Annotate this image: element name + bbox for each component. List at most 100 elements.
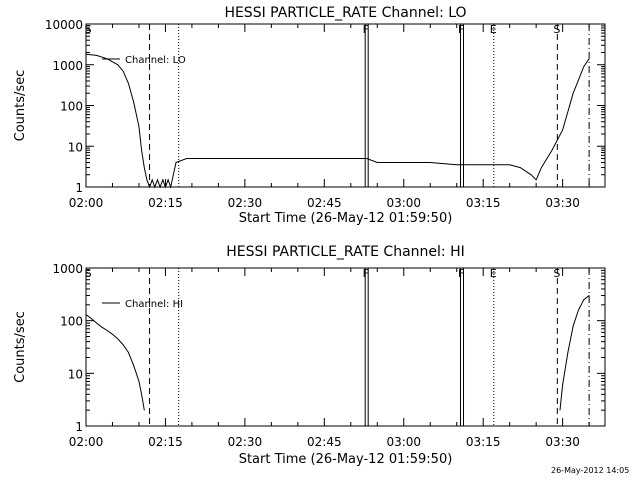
data-point <box>85 314 87 316</box>
x-tick-label: 02:15 <box>148 196 183 210</box>
marker-label: S <box>85 267 92 280</box>
data-point <box>297 158 299 159</box>
data-point <box>186 158 188 159</box>
data-point <box>170 186 172 188</box>
chart-title: HESSI PARTICLE_RATE Channel: HI <box>226 244 464 260</box>
marker-label: F <box>363 23 369 36</box>
y-tick-label: 10 <box>68 140 83 154</box>
data-point <box>154 186 156 188</box>
data-point <box>366 158 368 159</box>
x-tick-label: 02:45 <box>307 435 342 449</box>
data-point <box>323 158 325 159</box>
data-point <box>551 149 553 151</box>
plot-frame <box>85 267 606 427</box>
data-point <box>530 174 532 176</box>
x-tick-label: 03:30 <box>545 435 580 449</box>
data-point <box>101 326 103 328</box>
marker-label: S <box>553 23 560 36</box>
data-point <box>122 70 124 72</box>
data-point <box>482 164 484 166</box>
data-point <box>167 179 169 181</box>
data-point <box>141 149 143 151</box>
x-tick-label: 02:00 <box>69 435 104 449</box>
y-tick-label: 100 <box>60 100 83 114</box>
x-tick-label: 03:30 <box>545 196 580 210</box>
data-point <box>270 158 272 159</box>
data-point <box>117 338 119 340</box>
data-point <box>146 179 148 181</box>
y-tick-label: 100 <box>60 315 83 329</box>
data-point <box>106 330 108 331</box>
x-tick-label: 03:00 <box>386 435 421 449</box>
data-point <box>562 129 564 131</box>
data-point <box>133 101 135 103</box>
data-point <box>175 162 177 163</box>
marker-label: F <box>363 267 369 280</box>
data-point <box>151 179 153 181</box>
timestamp: 26-May-2012 14:05 <box>551 466 630 475</box>
data-point <box>112 333 113 335</box>
legend-label: Channel: LO <box>125 55 186 66</box>
data-point <box>127 82 129 84</box>
data-point <box>143 167 145 168</box>
marker-label: S <box>553 267 560 280</box>
marker-label: E <box>490 267 497 280</box>
data-point <box>588 295 590 296</box>
x-tick-label: 02:00 <box>69 196 104 210</box>
marker-label: E <box>490 23 497 36</box>
x-tick-label: 02:45 <box>307 196 342 210</box>
marker-label: F <box>458 23 464 36</box>
data-point <box>583 299 585 301</box>
x-axis-label: Start Time (26-May-12 01:59:50) <box>239 452 453 467</box>
data-point <box>223 158 225 159</box>
data-point <box>244 158 246 159</box>
data-point <box>165 186 166 188</box>
x-tick-label: 02:30 <box>228 435 263 449</box>
x-tick-label: 03:15 <box>466 196 501 210</box>
data-point <box>96 54 97 56</box>
data-point <box>572 92 574 94</box>
data-point <box>106 58 108 60</box>
data-point <box>122 344 124 346</box>
data-point <box>138 126 140 128</box>
data-point <box>456 164 458 166</box>
y-axis-label: Counts/sec <box>13 70 28 142</box>
x-tick-label: 02:15 <box>148 435 183 449</box>
data-point <box>541 167 542 168</box>
y-tick-label: 10 <box>68 367 83 381</box>
data-point <box>96 322 97 324</box>
series-line <box>85 295 590 411</box>
data-point <box>85 53 87 55</box>
data-point <box>149 186 150 188</box>
data-point <box>519 167 521 168</box>
data-point <box>202 158 203 159</box>
data-point <box>127 351 129 353</box>
chart-panel-hi: HESSI PARTICLE_RATE Channel: HI 1 10 100 100… <box>13 244 606 467</box>
data-point <box>159 186 161 188</box>
data-point <box>117 64 119 66</box>
series-line <box>85 53 590 189</box>
x-tick-label: 03:15 <box>466 435 501 449</box>
data-point <box>403 162 405 163</box>
data-point <box>567 351 569 353</box>
data-point <box>559 409 561 411</box>
y-tick-label: 1 <box>75 420 83 434</box>
data-point <box>509 164 511 166</box>
data-point <box>143 409 145 411</box>
data-point <box>138 381 140 382</box>
x-tick-label: 02:30 <box>228 196 263 210</box>
data-point <box>90 318 92 319</box>
data-point <box>157 179 158 181</box>
marker-label: S <box>85 23 92 36</box>
y-tick-label: 10000 <box>45 18 83 32</box>
y-tick-label: 1000 <box>52 59 83 73</box>
y-tick-label: 1000 <box>52 262 83 276</box>
data-point <box>583 66 585 68</box>
data-point <box>535 179 537 181</box>
x-tick-label: 03:00 <box>386 196 421 210</box>
data-point <box>562 384 564 386</box>
data-point <box>133 365 135 367</box>
data-point <box>578 309 579 311</box>
y-axis-label: Counts/sec <box>13 311 28 383</box>
